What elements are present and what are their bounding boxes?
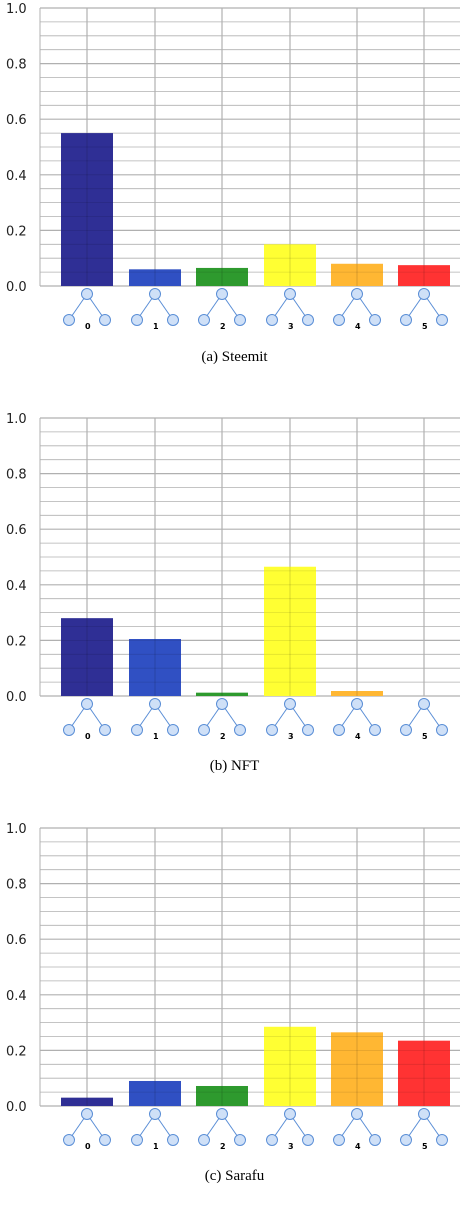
x-tick-label: 5 bbox=[422, 732, 428, 741]
x-tick-label: 3 bbox=[288, 732, 294, 741]
motif-icon-0 bbox=[63, 288, 111, 326]
motif-icon-4 bbox=[333, 1108, 381, 1146]
bar-motif-2 bbox=[196, 267, 248, 286]
y-tick-label: 0.8 bbox=[6, 468, 27, 483]
bar-motif-1 bbox=[129, 1080, 181, 1106]
bar-motif-4 bbox=[331, 263, 383, 286]
x-tick-label: 3 bbox=[288, 322, 294, 331]
y-tick-label: 0.0 bbox=[6, 690, 27, 705]
chart-panel-sarafu: 0.0 0.2 0.4 0.6 0.8 1.0 0 1 2 3 4 5 (c) Sarafu bbox=[0, 820, 469, 1217]
y-tick-label: 1.0 bbox=[6, 2, 27, 17]
motif-icon-1 bbox=[131, 698, 179, 736]
x-tick-label: 4 bbox=[355, 322, 361, 331]
bar-motif-3 bbox=[264, 1026, 316, 1106]
x-tick-label: 1 bbox=[153, 322, 159, 331]
y-tick-label: 0.0 bbox=[6, 1100, 27, 1115]
x-tick-label: 2 bbox=[220, 322, 226, 331]
bar-chart-steemit: 0.0 0.2 0.4 0.6 0.8 1.0 0 1 2 3 4 5 bbox=[6, 2, 460, 331]
bar-motif-5 bbox=[398, 1040, 450, 1106]
y-tick-label: 1.0 bbox=[6, 412, 27, 427]
y-tick-label: 0.2 bbox=[6, 634, 27, 649]
y-tick-label: 0.4 bbox=[6, 989, 27, 1004]
bar-motif-1 bbox=[129, 639, 181, 696]
chart-panel-steemit: 0.0 0.2 0.4 0.6 0.8 1.0 0 1 2 3 4 5 (a) Steemit bbox=[0, 0, 469, 397]
y-tick-label: 0.2 bbox=[6, 1044, 27, 1059]
bar-motif-3 bbox=[264, 566, 316, 696]
bar-motif-0 bbox=[61, 133, 113, 286]
bar-motif-3 bbox=[264, 244, 316, 286]
x-tick-label: 4 bbox=[355, 1142, 361, 1151]
y-tick-label: 0.0 bbox=[6, 280, 27, 295]
motif-icon-1 bbox=[131, 1108, 179, 1146]
y-tick-label: 0.4 bbox=[6, 579, 27, 594]
motif-icon-5 bbox=[400, 1108, 448, 1146]
y-tick-label: 0.6 bbox=[6, 523, 27, 538]
x-tick-label: 0 bbox=[85, 1142, 91, 1151]
motif-icon-4 bbox=[333, 288, 381, 326]
motif-icon-5 bbox=[400, 288, 448, 326]
motif-icon-0 bbox=[63, 1108, 111, 1146]
motif-icon-0 bbox=[63, 698, 111, 736]
motif-icon-4 bbox=[333, 698, 381, 736]
motif-icon-5 bbox=[400, 698, 448, 736]
x-tick-label: 0 bbox=[85, 732, 91, 741]
motif-icon-2 bbox=[198, 288, 246, 326]
chart-caption-sarafu: (c) Sarafu bbox=[204, 1168, 265, 1184]
y-tick-label: 0.6 bbox=[6, 113, 27, 128]
x-tick-label: 1 bbox=[153, 1142, 159, 1151]
bar-motif-2 bbox=[196, 692, 248, 696]
y-tick-label: 1.0 bbox=[6, 822, 27, 837]
bar-chart-nft: 0.0 0.2 0.4 0.6 0.8 1.0 0 1 2 3 4 5 bbox=[6, 412, 460, 741]
motif-icon-3 bbox=[266, 1108, 314, 1146]
motif-icon-1 bbox=[131, 288, 179, 326]
bar-motif-5 bbox=[398, 265, 450, 286]
y-tick-label: 0.4 bbox=[6, 169, 27, 184]
chart-caption-nft: (b) NFT bbox=[209, 758, 260, 774]
x-tick-label: 3 bbox=[288, 1142, 294, 1151]
y-tick-label: 0.6 bbox=[6, 933, 27, 948]
bar-chart-sarafu: 0.0 0.2 0.4 0.6 0.8 1.0 0 1 2 3 4 5 bbox=[6, 822, 460, 1151]
y-tick-label: 0.8 bbox=[6, 58, 27, 73]
y-tick-label: 0.2 bbox=[6, 224, 27, 239]
x-tick-label: 2 bbox=[220, 732, 226, 741]
x-tick-label: 2 bbox=[220, 1142, 226, 1151]
x-tick-label: 5 bbox=[422, 322, 428, 331]
bar-motif-4 bbox=[331, 690, 383, 696]
bar-motif-2 bbox=[196, 1085, 248, 1106]
bar-motif-0 bbox=[61, 618, 113, 696]
x-tick-label: 4 bbox=[355, 732, 361, 741]
motif-icon-3 bbox=[266, 288, 314, 326]
motif-icon-2 bbox=[198, 698, 246, 736]
x-tick-label: 5 bbox=[422, 1142, 428, 1151]
bar-motif-4 bbox=[331, 1032, 383, 1106]
bar-motif-0 bbox=[61, 1097, 113, 1106]
x-tick-label: 1 bbox=[153, 732, 159, 741]
chart-panel-nft: 0.0 0.2 0.4 0.6 0.8 1.0 0 1 2 3 4 5 (b) NFT bbox=[0, 410, 469, 807]
motif-icon-3 bbox=[266, 698, 314, 736]
x-tick-label: 0 bbox=[85, 322, 91, 331]
y-tick-label: 0.8 bbox=[6, 878, 27, 893]
motif-icon-2 bbox=[198, 1108, 246, 1146]
bar-motif-1 bbox=[129, 269, 181, 286]
chart-caption-steemit: (a) Steemit bbox=[201, 349, 268, 365]
